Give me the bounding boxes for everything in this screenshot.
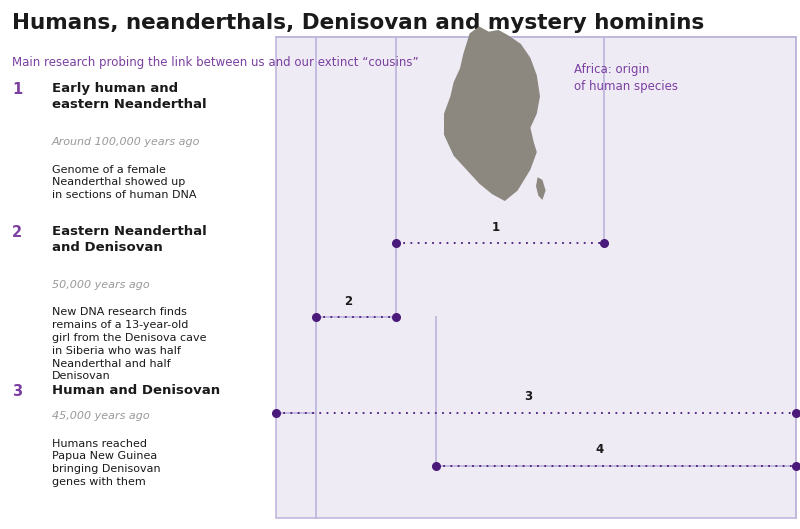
Text: New DNA research finds
remains of a 13-year-old
girl from the Denisova cave
in S: New DNA research finds remains of a 13-y… (52, 307, 206, 381)
Text: Genome of a female
Neanderthal showed up
in sections of human DNA: Genome of a female Neanderthal showed up… (52, 165, 197, 200)
Text: Africa: origin
of human species: Africa: origin of human species (574, 63, 678, 94)
Text: 50,000 years ago: 50,000 years ago (52, 280, 150, 290)
Bar (276, 37, 796, 518)
Text: 2: 2 (344, 295, 352, 308)
Text: 3: 3 (12, 384, 22, 398)
Text: 45,000 years ago: 45,000 years ago (52, 411, 150, 421)
Text: Around 100,000 years ago: Around 100,000 years ago (52, 137, 200, 147)
Text: Main research probing the link between us and our extinct “cousins”: Main research probing the link between u… (12, 56, 418, 69)
Text: Human and Denisovan: Human and Denisovan (52, 384, 220, 397)
Text: 2: 2 (12, 225, 22, 240)
Text: 4: 4 (596, 443, 604, 456)
Text: 1: 1 (492, 221, 500, 234)
Text: 1: 1 (12, 82, 22, 97)
Text: Humans, neanderthals, Denisovan and mystery hominins: Humans, neanderthals, Denisovan and myst… (12, 13, 704, 33)
Polygon shape (536, 177, 546, 200)
Text: Humans reached
Papua New Guinea
bringing Denisovan
genes with them: Humans reached Papua New Guinea bringing… (52, 439, 161, 487)
Text: Eastern Neanderthal
and Denisovan: Eastern Neanderthal and Denisovan (52, 225, 206, 254)
Text: 3: 3 (524, 390, 532, 403)
Polygon shape (444, 26, 540, 201)
Text: Early human and
eastern Neanderthal: Early human and eastern Neanderthal (52, 82, 206, 111)
